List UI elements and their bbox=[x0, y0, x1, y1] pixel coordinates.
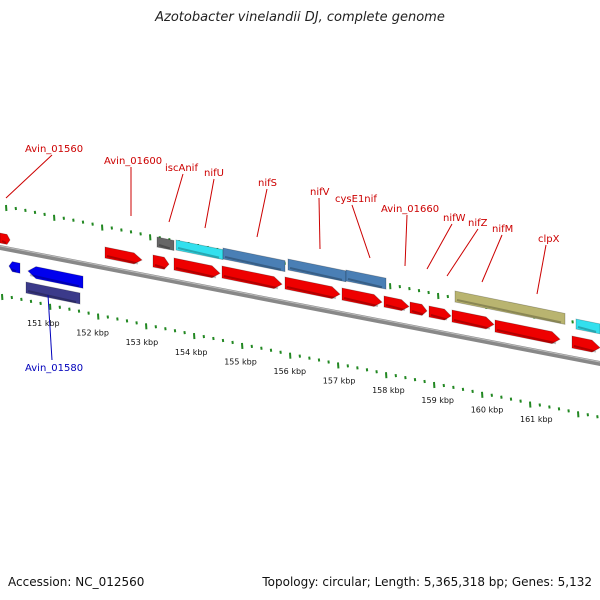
gene-arrow-shade bbox=[453, 319, 491, 330]
gene-box-reverse bbox=[25, 281, 81, 305]
gene-label: nifS bbox=[258, 178, 277, 189]
gene-box-shade bbox=[177, 247, 220, 259]
gene-arrow-shade bbox=[430, 314, 448, 321]
kbp-label: 161 kbp bbox=[520, 415, 553, 424]
gene-arrow bbox=[428, 305, 452, 321]
gene-label: cysE1nif bbox=[335, 194, 377, 205]
gene-arrow-reverse bbox=[27, 266, 84, 289]
genome-title: Azotobacter vinelandii DJ, complete geno… bbox=[155, 10, 445, 25]
gene-box bbox=[222, 247, 286, 273]
gene-box-shade bbox=[158, 244, 171, 250]
kbp-axis-labels: 151 kbp 152 kbp 153 kbp 154 kbp 155 kbp 156 k… bbox=[27, 319, 553, 424]
gene-box bbox=[156, 236, 175, 251]
gene-label: Avin_01560 bbox=[25, 144, 83, 155]
gene-arrow bbox=[494, 319, 561, 345]
gene-arrow-reverse-shade bbox=[10, 268, 17, 273]
kbp-label: 159 kbp bbox=[421, 396, 454, 405]
gene-arrow bbox=[173, 257, 221, 279]
kbp-label: 158 kbp bbox=[372, 386, 405, 395]
gene-arrow-shade bbox=[1, 240, 7, 244]
gene-arrow bbox=[383, 295, 410, 311]
kbp-label: 151 kbp bbox=[27, 319, 60, 328]
gene-label: clpX bbox=[538, 234, 560, 245]
kbp-label: 153 kbp bbox=[126, 338, 159, 347]
gene-arrow-shade bbox=[154, 264, 166, 270]
gene-label: Avin_01600 bbox=[104, 156, 162, 167]
kbp-label: 156 kbp bbox=[274, 367, 307, 376]
leader-line bbox=[404, 214, 408, 267]
leader-line bbox=[204, 178, 215, 229]
gene-arrow-reverse bbox=[8, 261, 21, 274]
leader-line bbox=[168, 173, 184, 223]
gene-box-shade bbox=[224, 256, 282, 271]
gene-arrow-shade bbox=[411, 310, 424, 316]
gene-box-shade bbox=[347, 278, 383, 289]
kbp-label: 157 kbp bbox=[323, 377, 356, 386]
leader-line bbox=[256, 188, 268, 238]
leader-line bbox=[426, 223, 453, 270]
gene-box bbox=[175, 239, 224, 261]
leader-line bbox=[481, 234, 503, 283]
kbp-label: 155 kbp bbox=[224, 357, 257, 366]
leader-line bbox=[5, 154, 53, 199]
gene-arrow bbox=[152, 254, 170, 270]
gene-arrow bbox=[571, 335, 600, 353]
gene-label: Avin_01580 bbox=[25, 363, 83, 374]
gene-features bbox=[0, 232, 600, 353]
gene-arrow-shade bbox=[385, 304, 406, 312]
gene-label: iscAnif bbox=[165, 163, 198, 174]
gene-box-shade bbox=[456, 299, 562, 324]
gene-arrow-reverse-shade bbox=[29, 274, 80, 288]
gene-arrow bbox=[341, 287, 383, 307]
gene-arrow-shade bbox=[496, 329, 557, 345]
gene-arrow bbox=[221, 265, 283, 290]
label-leader-lines bbox=[5, 154, 547, 361]
gene-arrow bbox=[0, 232, 11, 245]
leader-line bbox=[318, 197, 321, 250]
gene-arrow bbox=[409, 301, 428, 316]
gene-box bbox=[287, 258, 347, 283]
gene-arrow-shade bbox=[573, 345, 597, 353]
kbp-label: 154 kbp bbox=[175, 348, 208, 357]
gene-arrow-shade bbox=[175, 267, 217, 279]
gene-arrow-shade bbox=[343, 297, 379, 308]
gene-box-shade bbox=[289, 267, 343, 281]
kbp-label: 160 kbp bbox=[471, 405, 504, 414]
leader-line bbox=[536, 244, 547, 295]
gene-box bbox=[575, 318, 600, 335]
gene-box bbox=[345, 269, 387, 290]
gene-arrow-shade bbox=[106, 255, 139, 265]
leader-line bbox=[47, 294, 53, 361]
gene-label: Avin_01660 bbox=[381, 204, 439, 215]
leader-line bbox=[446, 228, 479, 277]
gene-arrow bbox=[104, 246, 143, 265]
kbp-label: 152 kbp bbox=[76, 329, 109, 338]
gene-label: nifV bbox=[310, 187, 330, 198]
backbone-highlight bbox=[0, 245, 600, 363]
gene-label: nifM bbox=[492, 224, 513, 235]
gene-arrow-shade bbox=[223, 275, 279, 290]
gene-label: nifZ bbox=[468, 218, 488, 229]
gene-box-shade bbox=[577, 326, 597, 333]
accession-label: Accession: NC_012560 bbox=[8, 575, 145, 589]
gene-label: nifW bbox=[443, 213, 466, 224]
gene-box bbox=[454, 290, 566, 325]
gene-arrow-shade bbox=[286, 286, 337, 300]
gene-arrow bbox=[284, 276, 341, 299]
genome-summary: Topology: circular; Length: 5,365,318 bp… bbox=[262, 575, 592, 589]
leader-line bbox=[351, 204, 371, 259]
gene-box-reverse-shade bbox=[27, 290, 77, 303]
gene-arrow bbox=[451, 309, 495, 330]
gene-label: nifU bbox=[204, 168, 224, 179]
genome-backbone bbox=[0, 245, 600, 366]
